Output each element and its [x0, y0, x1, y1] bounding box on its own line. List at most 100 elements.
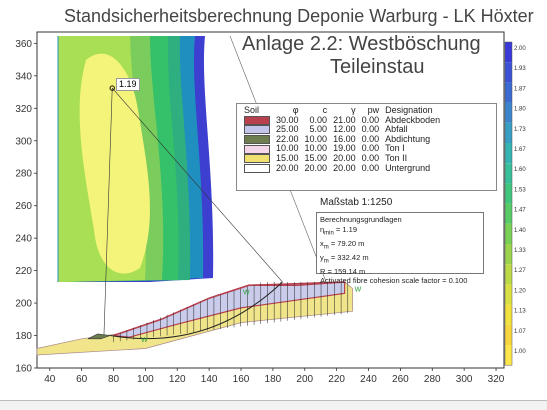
x-tick-label: 240 — [360, 374, 377, 385]
plot-frame: W W W 40 60 80 100 120 140 160 180 200 220 240 260 280 3… — [0, 0, 547, 401]
colorbar-label: 1.73 — [514, 127, 526, 133]
water-marker: W — [141, 337, 148, 344]
header-gamma: γ — [351, 105, 356, 115]
water-marker: W — [243, 290, 250, 297]
soil-row: 15.00 15.00 20.00 0.00 Ton II — [241, 152, 443, 164]
water-marker: W — [355, 286, 362, 293]
soil-swatch-cell — [241, 144, 273, 154]
soil-c: 5.00 — [309, 124, 328, 135]
x-tick-label: 120 — [169, 374, 186, 385]
soil-color-swatch — [244, 115, 270, 125]
xm-value: = 79.20 m — [328, 238, 365, 248]
y-tick-label: 220 — [15, 266, 32, 277]
soil-pw: 0.00 — [361, 143, 380, 154]
colorbar-label: 1.27 — [514, 268, 526, 274]
soil-pw: 0.00 — [361, 162, 380, 173]
soil-c: 10.00 — [304, 143, 328, 154]
colorbar-swatch — [505, 183, 512, 204]
soil-phi: 22.00 — [276, 133, 299, 144]
soil-swatch-cell — [241, 154, 273, 164]
colorbar-outline — [504, 41, 513, 366]
plot-title: Standsicherheitsberechnung Deponie Warbu… — [64, 6, 534, 26]
soil-gamma: 19.00 — [333, 143, 356, 154]
soil-name: Untergrund — [385, 162, 431, 173]
soil-gamma: 12.00 — [333, 124, 356, 135]
soil-name: Abdichtung — [385, 133, 431, 144]
colorbar-label: 1.20 — [514, 288, 526, 294]
ym-symbol: y — [320, 252, 324, 262]
y-tick-label: 180 — [15, 331, 32, 342]
calc-fibre: Activated fibre cohesion scale factor = … — [320, 276, 468, 286]
x-tick-label: 40 — [44, 374, 56, 385]
calc-heading: Berechnungsgrundlagen — [320, 215, 402, 224]
colorbar-swatch — [505, 42, 512, 63]
soil-row: 25.00 5.00 12.00 0.00 Abfall — [241, 125, 443, 135]
colorbar-swatch — [505, 163, 512, 184]
radius-line-left — [103, 88, 113, 336]
colorbar-swatch — [505, 324, 512, 345]
colorbar-label: 1.47 — [514, 208, 526, 214]
soil-row: 20.00 20.00 20.00 0.00 Untergrund — [241, 162, 443, 174]
soil-color-swatch — [244, 163, 270, 173]
soil-phi: 20.00 — [276, 162, 299, 173]
soil-pw: 0.00 — [361, 124, 380, 135]
colorbar-swatch — [505, 223, 512, 244]
x-tick-label: 140 — [201, 374, 218, 385]
colorbar-swatch — [505, 203, 512, 224]
soil-gamma: 21.00 — [333, 114, 356, 125]
contour-band-low — [79, 53, 150, 274]
x-tick-label: 160 — [233, 374, 250, 385]
x-tick-label: 80 — [108, 374, 120, 385]
y-tick-label: 340 — [15, 71, 32, 82]
y-tick-label: 200 — [15, 299, 32, 310]
soil-swatch-cell — [241, 115, 273, 126]
y-tick-label: 240 — [15, 234, 32, 245]
colorbar-label: 1.60 — [514, 167, 526, 173]
soil-gamma: 16.00 — [333, 133, 356, 144]
y-tick-label: 260 — [15, 201, 32, 212]
soil-gamma: 20.00 — [333, 162, 356, 173]
y-tick-label: 300 — [15, 136, 32, 147]
soil-row: 10.00 10.00 19.00 0.00 Ton I — [241, 144, 443, 154]
soil-table-header: Soil φ c γ pw Designation — [241, 105, 443, 116]
x-tick-label: 180 — [265, 374, 282, 385]
colorbar-label: 1.67 — [514, 147, 526, 153]
toe-seal — [87, 333, 111, 340]
colorbar-swatch — [505, 284, 512, 305]
x-tick-label: 60 — [76, 374, 88, 385]
colorbar-swatch — [505, 143, 512, 164]
colorbar-label: 1.53 — [514, 187, 526, 193]
colorbar-swatch — [505, 244, 512, 265]
soil-phi: 10.00 — [276, 143, 299, 154]
soil-phi: 15.00 — [276, 152, 299, 163]
colorbar-swatch — [505, 264, 512, 285]
colorbar-label: 1.87 — [514, 86, 526, 92]
header-pw: pw — [367, 105, 380, 115]
calc-ym: ym = 332.42 m — [320, 253, 480, 267]
soil-row: 30.00 0.00 21.00 0.00 Abdeckboden — [241, 114, 443, 126]
xm-subscript: m — [323, 244, 329, 251]
colorbar-label: 1.07 — [514, 329, 526, 335]
soil-name: Ton II — [385, 152, 408, 163]
colorbar-swatch — [505, 304, 512, 325]
soil-gamma: 20.00 — [333, 152, 356, 163]
eta-value: = 1.19 — [333, 224, 357, 234]
soil-c: 20.00 — [304, 162, 328, 173]
soil-c: 15.00 — [304, 152, 328, 163]
colorbar-label: 1.80 — [514, 107, 526, 113]
soil-name: Abdeckboden — [385, 114, 441, 125]
soil-swatch-cell — [241, 125, 273, 135]
critical-center-marker — [109, 85, 115, 91]
x-tick-label: 260 — [392, 374, 409, 385]
soil-color-swatch — [244, 154, 270, 164]
soil-c: 10.00 — [304, 133, 328, 144]
colorbar-label: 1.40 — [514, 228, 526, 234]
soil-phi: 25.00 — [276, 124, 299, 135]
header-c: c — [322, 105, 328, 115]
cover-layer-line — [113, 281, 345, 337]
y-tick-label: 360 — [15, 39, 32, 50]
colorbar-swatch — [505, 345, 512, 366]
radius-line-right — [112, 87, 283, 283]
eta-symbol: η — [320, 224, 325, 234]
soil-color-swatch — [244, 125, 270, 135]
